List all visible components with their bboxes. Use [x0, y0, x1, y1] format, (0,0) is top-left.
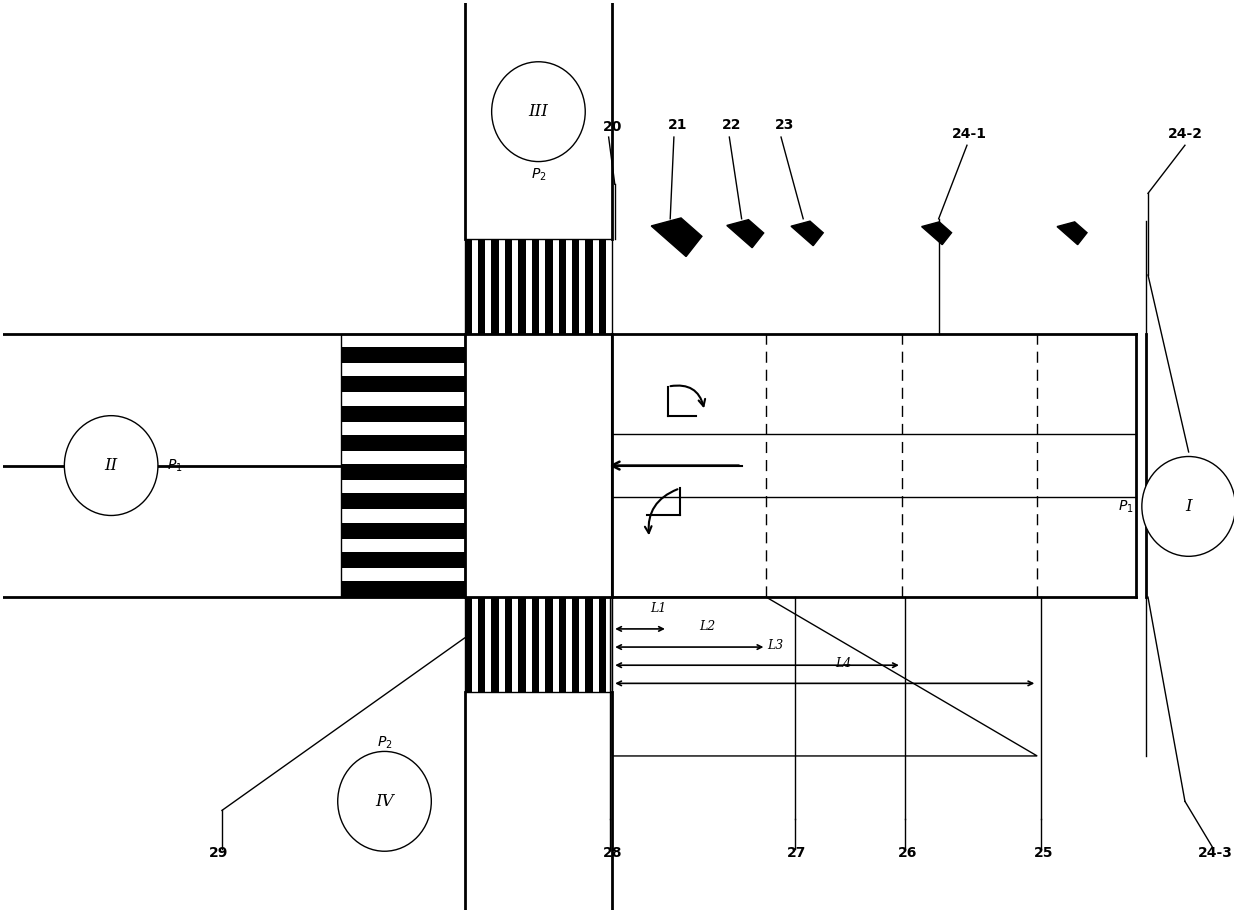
Bar — [505, 238, 512, 334]
Bar — [505, 597, 512, 692]
Text: $P_2$: $P_2$ — [531, 167, 547, 184]
Bar — [585, 597, 593, 692]
Text: 25: 25 — [1034, 846, 1053, 860]
Text: 28: 28 — [603, 846, 622, 860]
Bar — [558, 238, 565, 334]
Text: L3: L3 — [768, 638, 784, 652]
Text: 29: 29 — [208, 846, 228, 860]
Polygon shape — [727, 220, 764, 247]
Bar — [546, 597, 553, 692]
Text: L2: L2 — [699, 621, 715, 634]
Bar — [465, 238, 472, 334]
Bar — [341, 405, 465, 422]
Bar — [465, 334, 613, 597]
Text: 23: 23 — [775, 118, 795, 131]
Ellipse shape — [491, 62, 585, 162]
Bar — [477, 238, 485, 334]
Bar — [465, 238, 613, 334]
Text: 21: 21 — [668, 118, 687, 131]
Text: $P_1$: $P_1$ — [167, 457, 184, 474]
Bar — [465, 597, 472, 692]
Text: III: III — [528, 103, 548, 121]
Ellipse shape — [64, 415, 157, 516]
Bar — [546, 238, 553, 334]
Text: 22: 22 — [722, 118, 742, 131]
Text: L4: L4 — [835, 656, 852, 670]
Bar — [341, 493, 465, 509]
Text: 24-2: 24-2 — [1167, 127, 1203, 141]
Bar — [341, 522, 465, 539]
Bar — [341, 581, 465, 597]
Bar — [477, 597, 485, 692]
Bar — [341, 435, 465, 451]
Text: I: I — [1185, 498, 1192, 515]
Polygon shape — [1056, 222, 1087, 245]
Polygon shape — [921, 222, 951, 245]
Text: IV: IV — [376, 792, 394, 810]
Bar — [341, 464, 465, 480]
Bar — [491, 238, 498, 334]
Bar — [599, 238, 606, 334]
Text: 24-3: 24-3 — [1198, 846, 1233, 860]
Text: II: II — [104, 457, 118, 474]
Bar — [341, 334, 465, 597]
Bar — [341, 347, 465, 363]
Text: 27: 27 — [787, 846, 807, 860]
Text: $P_2$: $P_2$ — [377, 734, 392, 750]
Text: L1: L1 — [651, 603, 667, 615]
Bar — [572, 238, 579, 334]
Bar — [518, 597, 526, 692]
Ellipse shape — [1142, 456, 1235, 556]
Bar — [572, 597, 579, 692]
Text: 26: 26 — [898, 846, 918, 860]
Bar — [341, 551, 465, 568]
Bar — [491, 597, 498, 692]
Bar — [532, 597, 539, 692]
Bar — [465, 597, 613, 692]
Ellipse shape — [337, 751, 432, 851]
Text: $P_1$: $P_1$ — [1118, 498, 1133, 515]
Bar — [585, 238, 593, 334]
Text: 24-1: 24-1 — [952, 127, 987, 141]
Polygon shape — [791, 221, 823, 246]
Text: 20: 20 — [603, 121, 622, 134]
Bar — [518, 238, 526, 334]
Bar — [532, 238, 539, 334]
Polygon shape — [651, 218, 702, 257]
Bar — [558, 597, 565, 692]
Bar — [341, 376, 465, 393]
Bar — [599, 597, 606, 692]
